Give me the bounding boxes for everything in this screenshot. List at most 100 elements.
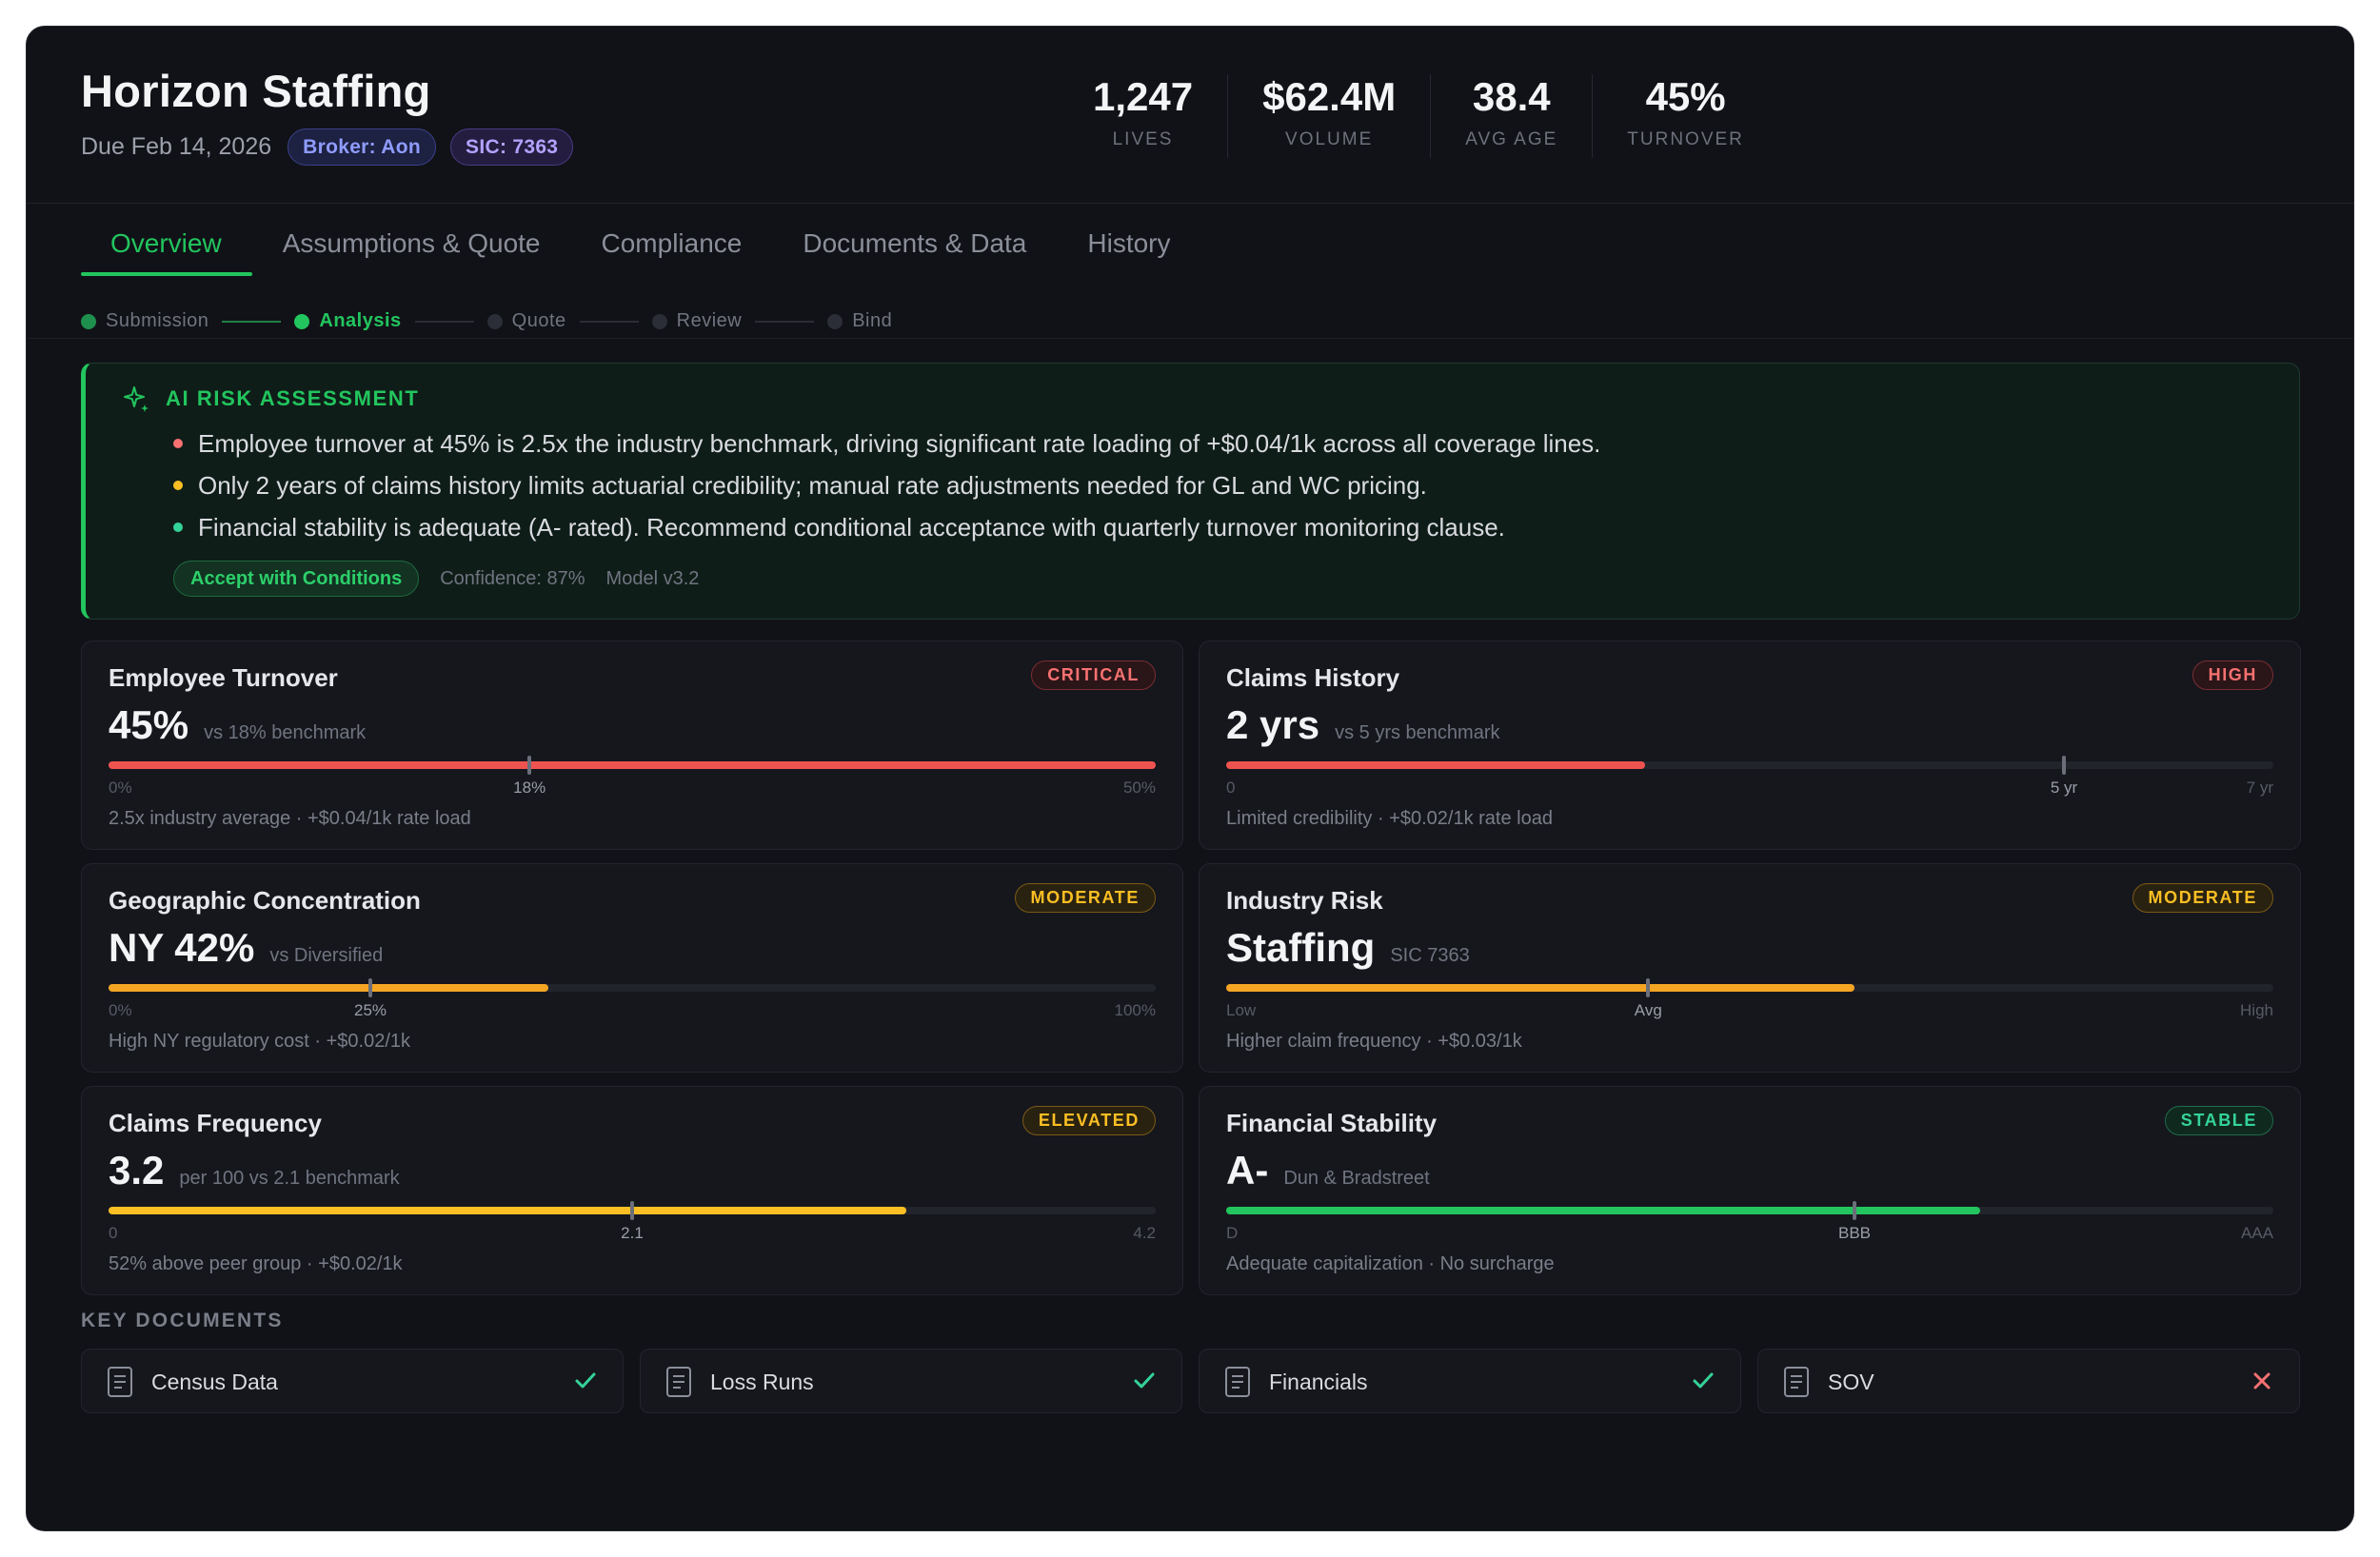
risk-bar-track <box>1226 978 2273 997</box>
scale-benchmark: 18% <box>513 778 546 797</box>
stat-label: AVG AGE <box>1465 129 1558 149</box>
document-icon <box>1784 1367 1809 1397</box>
document-sov[interactable]: SOV <box>1757 1349 2300 1413</box>
finding-text: Only 2 years of claims history limits ac… <box>198 471 1427 500</box>
risk-level-badge: HIGH <box>2192 660 2273 690</box>
tab-documents-data[interactable]: Documents & Data <box>803 228 1027 258</box>
scale-max: AAA <box>2240 1224 2273 1242</box>
risk-title: Financial Stability <box>1226 1109 1438 1137</box>
step-review: Review <box>651 310 743 332</box>
finding-text: Financial stability is adequate (A- rate… <box>198 513 1505 542</box>
document-icon <box>666 1367 691 1397</box>
stat-lives: 1,247 LIVES <box>1093 74 1229 158</box>
step-label: Submission <box>106 310 209 331</box>
risk-bar-track <box>109 978 1156 997</box>
ai-finding: Only 2 years of claims history limits ac… <box>173 464 1600 506</box>
bullet-dot <box>173 439 183 448</box>
document-census-data[interactable]: Census Data <box>81 1349 624 1413</box>
risk-value-row: 2 yrs vs 5 yrs benchmark <box>1226 702 1499 748</box>
scale-min: D <box>1226 1224 1239 1242</box>
scale-benchmark: 5 yr <box>2050 778 2078 797</box>
ai-footer: Accept with Conditions Confidence: 87% M… <box>173 561 699 597</box>
risk-title: Claims Frequency <box>109 1109 322 1137</box>
confidence-label: Confidence: 87% <box>440 567 585 589</box>
tab-assumptions-quote[interactable]: Assumptions & Quote <box>282 228 541 258</box>
risk-card-claims-frequency[interactable]: Claims Frequency ELEVATED 3.2 per 100 vs… <box>81 1086 1183 1295</box>
scale-max: 100% <box>1114 1001 1156 1019</box>
risk-note: Adequate capitalization · No surcharge <box>1226 1253 1555 1274</box>
finding-text: Employee turnover at 45% is 2.5x the ind… <box>198 429 1601 458</box>
step-connector <box>414 320 474 323</box>
risk-benchmark: vs 5 yrs benchmark <box>1335 722 1500 743</box>
check-icon <box>1693 1372 1714 1389</box>
step-dot <box>294 313 310 329</box>
stat-avg-age: 38.4 AVG AGE <box>1431 74 1594 158</box>
risk-bar-track <box>109 756 1156 775</box>
document-loss-runs[interactable]: Loss Runs <box>640 1349 1182 1413</box>
document-icon-wrap <box>665 1366 692 1403</box>
risk-card-claims-history[interactable]: Claims History HIGH 2 yrs vs 5 yrs bench… <box>1199 641 2301 850</box>
benchmark-marker <box>527 756 532 775</box>
document-status <box>1132 1369 1157 1398</box>
risk-scale: Low Avg High <box>1226 1001 2273 1020</box>
step-dot <box>827 313 843 329</box>
step-quote: Quote <box>486 310 566 332</box>
tab-compliance[interactable]: Compliance <box>601 228 743 258</box>
key-documents-heading: KEY DOCUMENTS <box>81 1310 284 1331</box>
risk-benchmark: per 100 vs 2.1 benchmark <box>179 1168 400 1189</box>
accept-with-conditions-button[interactable]: Accept with Conditions <box>173 561 420 597</box>
ai-risk-assessment-card: AI RISK ASSESSMENT Employee turnover at … <box>81 363 2300 620</box>
risk-scale: 0% 25% 100% <box>109 1001 1156 1020</box>
risk-note: Higher claim frequency · +$0.03/1k <box>1226 1031 1522 1052</box>
risk-benchmark: vs 18% benchmark <box>204 722 367 743</box>
scale-min: 0% <box>109 1001 132 1019</box>
risk-card-geographic-concentration[interactable]: Geographic Concentration MODERATE NY 42%… <box>81 863 1183 1073</box>
risk-card-industry-risk[interactable]: Industry Risk MODERATE Staffing SIC 7363… <box>1199 863 2301 1073</box>
risk-bar-track <box>1226 1201 2273 1220</box>
risk-card-employee-turnover[interactable]: Employee Turnover CRITICAL 45% vs 18% be… <box>81 641 1183 850</box>
workflow-stepper: Submission Analysis Quote Review Bind <box>81 310 892 332</box>
risk-benchmark: SIC 7363 <box>1390 945 1470 966</box>
stat-value: $62.4M <box>1262 74 1397 119</box>
step-dot <box>486 313 503 329</box>
step-bind: Bind <box>827 310 892 332</box>
risk-note: 2.5x industry average · +$0.04/1k rate l… <box>109 808 471 829</box>
scale-max: 7 yr <box>2246 778 2273 797</box>
scale-max: 50% <box>1122 778 1156 797</box>
document-name: SOV <box>1828 1370 1874 1394</box>
risk-value-row: 45% vs 18% benchmark <box>109 702 366 748</box>
scale-benchmark: Avg <box>1634 1001 1662 1019</box>
document-status <box>1691 1369 1716 1398</box>
risk-bar-fill <box>1226 761 1645 769</box>
risk-level-badge: STABLE <box>2164 1106 2273 1135</box>
scale-min: Low <box>1226 1001 1257 1019</box>
document-financials[interactable]: Financials <box>1199 1349 1741 1413</box>
step-connector <box>755 320 815 323</box>
document-icon-wrap <box>1224 1366 1251 1403</box>
tab-history[interactable]: History <box>1087 228 1171 258</box>
risk-level-badge: MODERATE <box>2132 883 2273 913</box>
risk-bar-track <box>109 1201 1156 1220</box>
scale-benchmark: 25% <box>353 1001 387 1019</box>
scale-max: 4.2 <box>1133 1224 1156 1242</box>
benchmark-marker <box>2062 756 2066 775</box>
risk-benchmark: Dun & Bradstreet <box>1283 1168 1430 1189</box>
document-name: Census Data <box>151 1370 278 1394</box>
due-date: Due Feb 14, 2026 <box>81 133 272 160</box>
step-label: Bind <box>852 310 893 331</box>
risk-card-financial-stability[interactable]: Financial Stability STABLE A- Dun & Brad… <box>1199 1086 2301 1295</box>
tab-overview[interactable]: Overview <box>81 228 252 276</box>
stat-label: TURNOVER <box>1627 129 1744 149</box>
tab-bar: Overview Assumptions & Quote Compliance … <box>81 228 1201 276</box>
risk-value: 2 yrs <box>1226 702 1320 747</box>
stat-value: 38.4 <box>1472 74 1551 119</box>
document-icon-wrap <box>107 1366 133 1403</box>
document-icon <box>1225 1367 1250 1397</box>
document-icon-wrap <box>1783 1366 1810 1403</box>
ai-finding: Employee turnover at 45% is 2.5x the ind… <box>173 423 1600 464</box>
page-title: Horizon Staffing <box>81 66 431 116</box>
risk-level-badge: MODERATE <box>1014 883 1156 913</box>
risk-scale: 0 5 yr 7 yr <box>1226 778 2273 798</box>
risk-value-row: A- Dun & Bradstreet <box>1226 1148 1430 1193</box>
section-divider <box>27 338 2353 339</box>
